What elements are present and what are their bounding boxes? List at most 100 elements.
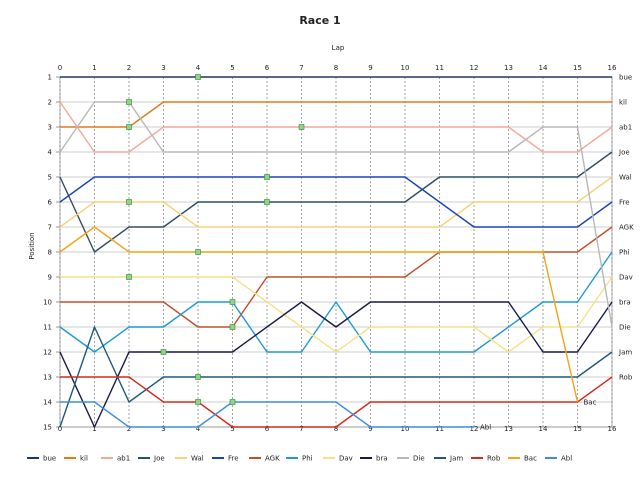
end-label-Dav: Dav (619, 274, 633, 282)
x-axis-label: Lap (332, 44, 345, 52)
x-tick-label-bottom: 1 (92, 425, 96, 433)
x-tick-label-top: 10 (401, 64, 410, 72)
x-tick-label-top: 15 (573, 64, 582, 72)
pit-marker-Dav (126, 274, 132, 280)
y-tick-label: 4 (48, 149, 53, 157)
legend-label-Wal: Wal (191, 455, 204, 463)
axis-ticks: 0011223344556677889910101111121213131414… (43, 64, 617, 433)
x-tick-label-top: 4 (196, 64, 201, 72)
x-tick-label-top: 8 (334, 64, 338, 72)
y-tick-label: 2 (48, 99, 52, 107)
x-tick-label-top: 3 (161, 64, 165, 72)
y-tick-label: 14 (43, 399, 52, 407)
x-tick-label-bottom: 3 (161, 425, 165, 433)
series-line-Joe (59, 151, 613, 253)
end-label-bra: bra (619, 299, 631, 307)
series-line-Phi (59, 251, 613, 353)
end-label-kil: kil (619, 99, 627, 107)
pit-marker-Phi (229, 299, 236, 305)
series-line-Fre (59, 176, 613, 228)
end-label-Rob: Rob (619, 374, 633, 382)
y-axis-label: Position (28, 232, 36, 259)
pit-marker-Die (126, 99, 132, 105)
end-label-Fre: Fre (619, 199, 630, 207)
pit-marker-Joe (264, 199, 270, 205)
x-tick-label-top: 2 (127, 64, 131, 72)
x-tick-label-bottom: 12 (470, 425, 479, 433)
series-line-Die (59, 101, 613, 328)
x-tick-label-bottom: 11 (435, 425, 444, 433)
pit-marker-Abl (229, 399, 236, 405)
legend-label-Dav: Dav (339, 455, 353, 463)
end-label-bue: bue (619, 74, 632, 82)
legend-label-AGK: AGK (265, 455, 280, 463)
x-tick-label-top: 5 (230, 64, 234, 72)
y-tick-label: 5 (48, 174, 52, 182)
pit-markers (126, 74, 305, 405)
y-tick-label: 1 (48, 74, 52, 82)
x-tick-label-bottom: 9 (368, 425, 372, 433)
y-tick-label: 3 (48, 124, 52, 132)
pit-marker-Fre (264, 174, 270, 180)
legend-label-Jam: Jam (449, 455, 463, 463)
legend-label-ab1: ab1 (117, 455, 130, 463)
pit-marker-Bac (195, 249, 201, 255)
x-tick-label-top: 9 (368, 64, 372, 72)
legend: bue kil ab1 Joe Wal Fre AGK Phi Dav bra Die Jam Rob B… (27, 455, 572, 463)
end-label-Abl: Abl (480, 424, 491, 432)
pit-marker-Jam (195, 374, 201, 380)
x-tick-label-top: 0 (58, 64, 62, 72)
y-tick-label: 12 (43, 349, 52, 357)
end-label-Wal: Wal (619, 174, 632, 182)
x-tick-label-bottom: 6 (265, 425, 270, 433)
y-tick-label: 6 (48, 199, 53, 207)
legend-label-bra: bra (376, 455, 388, 463)
x-tick-label-bottom: 13 (504, 425, 513, 433)
x-tick-label-bottom: 5 (230, 425, 234, 433)
legend-label-Phi: Phi (302, 455, 313, 463)
chart-title: Race 1 (299, 14, 340, 27)
y-tick-label: 10 (43, 299, 52, 307)
legend-label-Abl: Abl (561, 455, 572, 463)
x-tick-label-bottom: 2 (127, 425, 131, 433)
end-label-Phi: Phi (619, 249, 630, 257)
x-tick-label-top: 11 (435, 64, 444, 72)
pit-marker-AGK (229, 324, 236, 330)
x-tick-label-top: 14 (539, 64, 548, 72)
end-label-Bac: Bac (584, 399, 597, 407)
legend-label-Rob: Rob (487, 455, 501, 463)
pit-marker-ab1 (298, 124, 305, 130)
x-tick-label-bottom: 4 (196, 425, 201, 433)
y-tick-label: 11 (43, 324, 52, 332)
end-label-Joe: Joe (618, 149, 630, 157)
x-tick-label-top: 7 (299, 64, 303, 72)
y-tick-label: 7 (48, 224, 52, 232)
x-tick-label-top: 12 (470, 64, 479, 72)
legend-label-Bac: Bac (524, 455, 537, 463)
y-tick-label: 9 (48, 274, 52, 282)
x-tick-label-bottom: 15 (573, 425, 582, 433)
series-line-Wal (59, 176, 613, 228)
x-tick-label-top: 16 (608, 64, 617, 72)
end-label-ab1: ab1 (619, 124, 632, 132)
x-tick-label-bottom: 14 (539, 425, 548, 433)
legend-label-Fre: Fre (228, 455, 239, 463)
series-line-Rob (60, 376, 613, 428)
y-tick-label: 8 (48, 249, 52, 257)
series-line-kil (60, 101, 612, 128)
x-tick-label-bottom: 0 (58, 425, 62, 433)
x-tick-label-bottom: 16 (608, 425, 617, 433)
legend-label-bue: bue (43, 455, 56, 463)
x-tick-label-top: 6 (265, 64, 270, 72)
pit-marker-bra (160, 349, 167, 355)
pit-marker-Wal (126, 199, 132, 205)
legend-label-Die: Die (413, 455, 425, 463)
pit-marker-Rob (195, 399, 201, 405)
series-line-Abl (60, 401, 474, 428)
series-lines (59, 76, 613, 428)
series-line-ab1 (59, 101, 613, 153)
x-tick-label-top: 13 (504, 64, 513, 72)
series-line-Bac (59, 226, 579, 403)
